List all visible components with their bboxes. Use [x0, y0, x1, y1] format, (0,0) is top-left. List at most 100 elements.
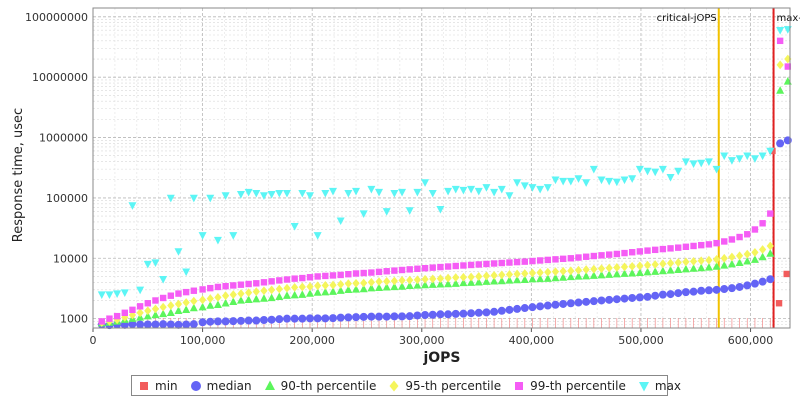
data-point: [275, 292, 284, 301]
data-point: [143, 320, 152, 329]
data-point: [628, 261, 636, 271]
data-point: [344, 313, 353, 322]
data-point: [735, 155, 744, 163]
data-point: [475, 272, 483, 281]
data-point: [497, 276, 506, 285]
data-point: [776, 86, 785, 94]
data-point: [766, 147, 775, 156]
x-tick-label: 0: [90, 334, 97, 347]
data-point: [189, 320, 198, 329]
y-tick-label: 100000000: [25, 11, 88, 24]
x-tick-label: 300,000: [399, 334, 445, 347]
data-point: [174, 320, 183, 329]
data-point: [559, 255, 567, 263]
data-point: [551, 267, 560, 277]
data-point: [128, 202, 137, 210]
data-point: [113, 312, 121, 320]
data-point: [291, 275, 298, 282]
data-point: [406, 266, 413, 273]
data-point: [398, 312, 407, 321]
data-point: [143, 311, 152, 320]
data-point: [543, 301, 552, 310]
data-point: [528, 184, 537, 192]
data-point: [136, 286, 145, 295]
data-point: [136, 308, 144, 318]
data-point: [305, 314, 314, 323]
data-point: [152, 297, 159, 304]
data-point: [643, 292, 652, 301]
data-point: [305, 192, 314, 200]
data-point: [198, 302, 207, 311]
data-point: [299, 274, 306, 282]
data-point: [352, 313, 361, 322]
data-point: [559, 266, 567, 276]
data-point: [605, 263, 613, 273]
data-point: [759, 220, 766, 227]
data-point: [575, 254, 582, 261]
data-point: [567, 266, 575, 276]
data-point: [182, 268, 191, 277]
data-point: [267, 315, 276, 324]
data-point: [166, 320, 175, 329]
data-point: [106, 315, 113, 322]
data-point: [582, 265, 590, 274]
data-point: [151, 320, 160, 329]
data-point: [727, 284, 736, 293]
data-point: [704, 286, 713, 295]
data-point: [398, 266, 406, 274]
data-point: [612, 295, 621, 304]
data-point: [136, 320, 145, 329]
data-point: [743, 281, 752, 290]
data-point: [322, 272, 329, 280]
data-point: [398, 188, 407, 197]
data-point: [543, 274, 552, 282]
legend-marker: [389, 380, 399, 391]
data-point: [643, 167, 652, 176]
data-point: [497, 185, 506, 194]
legend-label: min: [155, 378, 178, 393]
data-point: [528, 274, 537, 283]
data-point: [659, 245, 667, 253]
data-point: [189, 194, 198, 203]
data-point: [321, 314, 330, 323]
data-point: [428, 280, 437, 288]
data-point: [313, 232, 322, 240]
data-point: [230, 282, 237, 289]
data-point: [283, 276, 291, 283]
data-point: [321, 189, 330, 198]
data-point: [613, 263, 621, 272]
data-point: [213, 317, 222, 326]
data-point: [475, 261, 482, 268]
data-point: [758, 277, 767, 286]
data-point: [336, 217, 345, 226]
data-point: [536, 268, 544, 277]
data-point: [636, 248, 644, 255]
data-point: [375, 268, 383, 276]
data-point: [282, 189, 291, 198]
data-point: [252, 287, 260, 297]
data-point: [613, 250, 621, 258]
data-point: [697, 286, 706, 295]
data-point: [697, 256, 705, 266]
data-point: [736, 233, 743, 241]
data-point: [244, 295, 253, 304]
data-point: [759, 245, 767, 254]
data-point: [268, 278, 275, 285]
data-point: [712, 285, 721, 294]
data-point: [605, 295, 614, 304]
data-point: [382, 208, 391, 216]
data-point: [221, 298, 230, 307]
series-median: [97, 136, 792, 330]
data-point: [536, 302, 545, 311]
data-point: [383, 268, 390, 275]
data-point: [513, 179, 522, 187]
data-point: [750, 279, 759, 288]
data-point: [136, 303, 144, 310]
data-point: [689, 256, 698, 266]
data-point: [750, 155, 759, 163]
data-point: [666, 174, 675, 182]
data-point: [776, 60, 784, 70]
data-point: [182, 298, 190, 307]
legend-item: max: [638, 379, 681, 393]
